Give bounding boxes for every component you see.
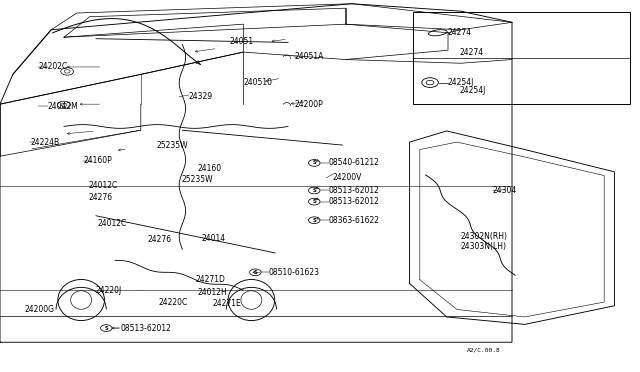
Text: 240510: 240510 — [243, 78, 272, 87]
Text: 24274: 24274 — [460, 48, 484, 57]
Text: 24220C: 24220C — [159, 298, 188, 307]
Text: 24160: 24160 — [197, 164, 221, 173]
Text: 24271D: 24271D — [195, 275, 225, 284]
Text: 24014: 24014 — [202, 234, 226, 243]
Text: 24224B: 24224B — [30, 138, 60, 147]
Text: S: S — [253, 270, 257, 275]
Text: 25235W: 25235W — [156, 141, 188, 150]
Text: 24276: 24276 — [88, 193, 113, 202]
Text: S: S — [312, 218, 316, 223]
Text: 24200G: 24200G — [24, 305, 54, 314]
Text: 24302N(RH): 24302N(RH) — [461, 232, 508, 241]
Text: 24012C: 24012C — [88, 182, 118, 190]
Text: 08513-62012: 08513-62012 — [329, 197, 380, 206]
Text: 24303N(LH): 24303N(LH) — [461, 242, 507, 251]
Text: 24051A: 24051A — [294, 52, 324, 61]
Text: S: S — [104, 326, 108, 331]
Text: 24271E: 24271E — [212, 299, 241, 308]
Text: A2/C.00.8: A2/C.00.8 — [467, 348, 501, 353]
Text: 24276: 24276 — [147, 235, 172, 244]
Text: 25235W: 25235W — [181, 175, 212, 184]
Text: S: S — [312, 160, 316, 166]
Text: 24220J: 24220J — [96, 286, 122, 295]
Text: 24160P: 24160P — [83, 156, 112, 165]
Text: 08510-61623: 08510-61623 — [269, 268, 320, 277]
Text: 24202C: 24202C — [38, 62, 68, 71]
Text: 24304: 24304 — [493, 186, 517, 195]
Text: 24254J: 24254J — [448, 78, 474, 87]
Text: 24012C: 24012C — [98, 219, 127, 228]
Text: 24254J: 24254J — [460, 86, 486, 94]
Text: 08513-62012: 08513-62012 — [120, 324, 171, 333]
Text: 24200P: 24200P — [294, 100, 323, 109]
Text: 08363-61622: 08363-61622 — [329, 216, 380, 225]
Text: 24012H: 24012H — [197, 288, 227, 296]
Text: S: S — [312, 188, 316, 193]
Text: 08540-61212: 08540-61212 — [329, 158, 380, 167]
Text: 24051: 24051 — [229, 37, 253, 46]
Text: 24200V: 24200V — [333, 173, 362, 182]
Text: 24329: 24329 — [189, 92, 213, 101]
Text: 24042M: 24042M — [48, 102, 79, 110]
Text: S: S — [312, 199, 316, 204]
Text: 08513-62012: 08513-62012 — [329, 186, 380, 195]
Text: 24274: 24274 — [448, 28, 472, 37]
